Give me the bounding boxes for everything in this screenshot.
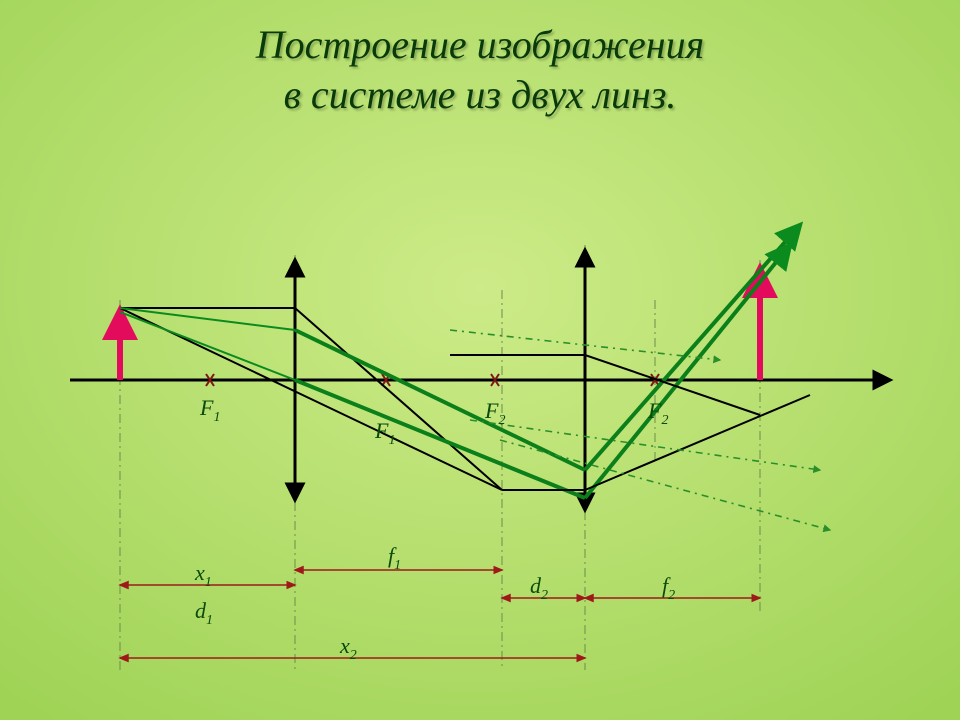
title-line2: в системе из двух линз. bbox=[284, 72, 677, 117]
title-line1: Построение изображения bbox=[256, 22, 704, 67]
rays-green-thin bbox=[120, 308, 295, 380]
rays-green-bold bbox=[295, 225, 800, 498]
label-F1-right: F1 bbox=[374, 418, 395, 448]
label-F2-right: F2 bbox=[647, 398, 668, 428]
label-f1: f1 bbox=[388, 543, 401, 573]
page-title: Построение изображения в системе из двух… bbox=[0, 20, 960, 120]
label-F1-left: F1 bbox=[199, 395, 220, 425]
label-d1: d1 bbox=[195, 598, 213, 628]
